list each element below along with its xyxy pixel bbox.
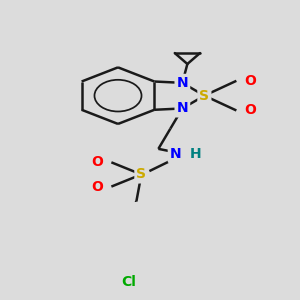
Text: H: H [189, 147, 201, 161]
Text: Cl: Cl [121, 275, 136, 290]
Text: N: N [170, 147, 182, 161]
Text: O: O [244, 103, 256, 118]
Text: S: S [136, 167, 146, 182]
Text: S: S [200, 88, 209, 103]
Text: O: O [244, 74, 256, 88]
Text: N: N [177, 76, 188, 90]
Text: O: O [92, 155, 104, 169]
Text: O: O [92, 180, 104, 194]
Text: N: N [177, 101, 188, 116]
